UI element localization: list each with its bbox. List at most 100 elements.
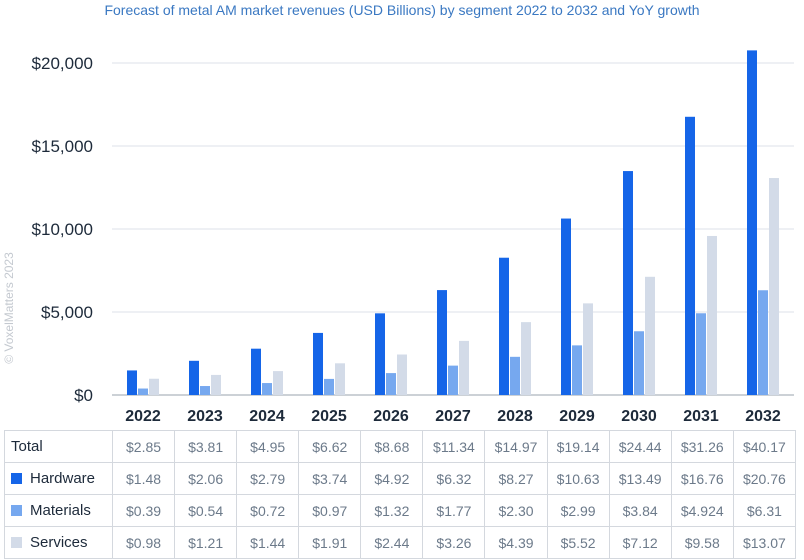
- x-tick-label: 2023: [187, 408, 223, 425]
- table-cell: $10.63: [546, 462, 610, 495]
- table-cell: $1.21: [174, 526, 238, 559]
- table-cell: $3.74: [298, 462, 362, 495]
- row-header: Materials: [4, 494, 113, 527]
- table-cell: $24.44: [608, 430, 672, 463]
- table-cell: $2.85: [111, 430, 176, 463]
- table-cell: $1.48: [111, 462, 176, 495]
- table-cell: $16.76: [670, 462, 734, 495]
- x-tick-label: 2024: [249, 408, 285, 425]
- y-tick-label: $10,000: [32, 220, 93, 239]
- table-cell: $2.99: [546, 494, 610, 527]
- table-cell: $20.76: [732, 462, 797, 495]
- x-tick-label: 2026: [373, 408, 409, 425]
- bar-services-2026: [397, 354, 407, 395]
- x-tick-label: 2031: [683, 408, 719, 425]
- table-cell: $0.97: [298, 494, 362, 527]
- table-cell: $4.924: [670, 494, 734, 527]
- bar-materials-2030: [634, 331, 644, 395]
- bar-hardware-2023: [189, 360, 199, 395]
- bar-services-2028: [521, 322, 531, 395]
- bar-services-2022: [149, 378, 159, 395]
- row-label: Total: [11, 438, 43, 455]
- bar-materials-2023: [200, 386, 210, 395]
- y-tick-label: $0: [74, 386, 93, 405]
- table-cell: $7.12: [608, 526, 672, 559]
- y-tick-label: $5,000: [41, 303, 93, 322]
- table-cell: $1.91: [298, 526, 362, 559]
- row-label: Materials: [30, 502, 91, 519]
- bar-hardware-2031: [685, 116, 695, 395]
- chart-title: Forecast of metal AM market revenues (US…: [104, 2, 700, 18]
- table-cell: $0.98: [111, 526, 176, 559]
- table-cell: $6.32: [422, 462, 486, 495]
- x-tick-label: 2030: [621, 408, 657, 425]
- bar-services-2032: [769, 178, 779, 395]
- table-cell: $5.52: [546, 526, 610, 559]
- table-cell: $3.84: [608, 494, 672, 527]
- bar-materials-2029: [572, 345, 582, 395]
- table-cell: $4.95: [236, 430, 300, 463]
- row-label: Services: [30, 534, 88, 551]
- table-cell: $9.58: [670, 526, 734, 559]
- row-header: Total: [4, 430, 113, 463]
- table-cell: $19.14: [546, 430, 610, 463]
- table-cell: $0.39: [111, 494, 176, 527]
- bar-materials-2031: [696, 313, 706, 395]
- legend-swatch: [11, 537, 22, 548]
- table-cell: $11.34: [422, 430, 486, 463]
- table-cell: $4.92: [360, 462, 424, 495]
- bar-hardware-2022: [127, 370, 137, 395]
- table-cell: $2.79: [236, 462, 300, 495]
- bar-chart: $0$5,000$10,000$15,000$20,000 2022 2023 20…: [32, 50, 794, 425]
- bar-materials-2022: [138, 388, 148, 395]
- data-table: Total $2.85 $3.81 $4.95 $6.62 $8.68 $11.34 $14.…: [4, 430, 797, 559]
- bar-hardware-2028: [499, 257, 509, 395]
- watermark: © VoxelMatters 2023: [2, 252, 16, 364]
- x-tick-label: 2029: [559, 408, 595, 425]
- legend-swatch: [11, 505, 22, 516]
- x-axis-ticks: 2022 2023 2024 2025 2026 2027 2028 2029 2030 2031…: [125, 408, 781, 425]
- bar-services-2030: [645, 276, 655, 395]
- bar-services-2027: [459, 340, 469, 395]
- bar-services-2023: [211, 374, 221, 395]
- table-cell: $8.27: [484, 462, 548, 495]
- table-cell: $14.97: [484, 430, 548, 463]
- table-cell: $2.30: [484, 494, 548, 527]
- table-cell: $31.26: [670, 430, 734, 463]
- table-row: Total $2.85 $3.81 $4.95 $6.62 $8.68 $11.34 $14.…: [4, 430, 797, 463]
- table-cell: $13.49: [608, 462, 672, 495]
- table-cell: $3.26: [422, 526, 486, 559]
- bar-services-2031: [707, 235, 717, 395]
- bar-materials-2026: [386, 373, 396, 395]
- table-cell: $2.44: [360, 526, 424, 559]
- legend-swatch: [11, 473, 22, 484]
- bar-services-2025: [335, 363, 345, 395]
- bar-hardware-2029: [561, 218, 571, 395]
- table-cell: $13.07: [732, 526, 797, 559]
- table-cell: $4.39: [484, 526, 548, 559]
- y-axis-ticks: $0 $5,000 $10,000 $15,000 $20,000: [32, 54, 93, 405]
- bar-hardware-2024: [251, 348, 261, 395]
- x-tick-label: 2032: [745, 408, 781, 425]
- table-cell: $40.17: [732, 430, 797, 463]
- table-row: Materials $0.39 $0.54 $0.72 $0.97 $1.32 $1.77 $…: [4, 494, 797, 527]
- row-label: Hardware: [30, 470, 96, 487]
- table-row: Services $0.98 $1.21 $1.44 $1.91 $2.44 $3.26 $4…: [4, 526, 797, 559]
- bars: [127, 50, 779, 395]
- row-header: Services: [4, 526, 113, 559]
- bar-materials-2028: [510, 356, 520, 395]
- bar-hardware-2025: [313, 332, 323, 395]
- x-tick-label: 2028: [497, 408, 533, 425]
- table-cell: $3.81: [174, 430, 238, 463]
- x-tick-label: 2027: [435, 408, 471, 425]
- bar-services-2029: [583, 303, 593, 395]
- table-cell: $0.72: [236, 494, 300, 527]
- table-cell: $6.31: [732, 494, 797, 527]
- table-cell: $6.62: [298, 430, 362, 463]
- row-header: Hardware: [4, 462, 113, 495]
- bar-hardware-2030: [623, 171, 633, 395]
- x-tick-label: 2022: [125, 408, 161, 425]
- table-cell: $1.77: [422, 494, 486, 527]
- table-row: Hardware $1.48 $2.06 $2.79 $3.74 $4.92 $6.32 $8…: [4, 462, 797, 495]
- y-tick-label: $20,000: [32, 54, 93, 73]
